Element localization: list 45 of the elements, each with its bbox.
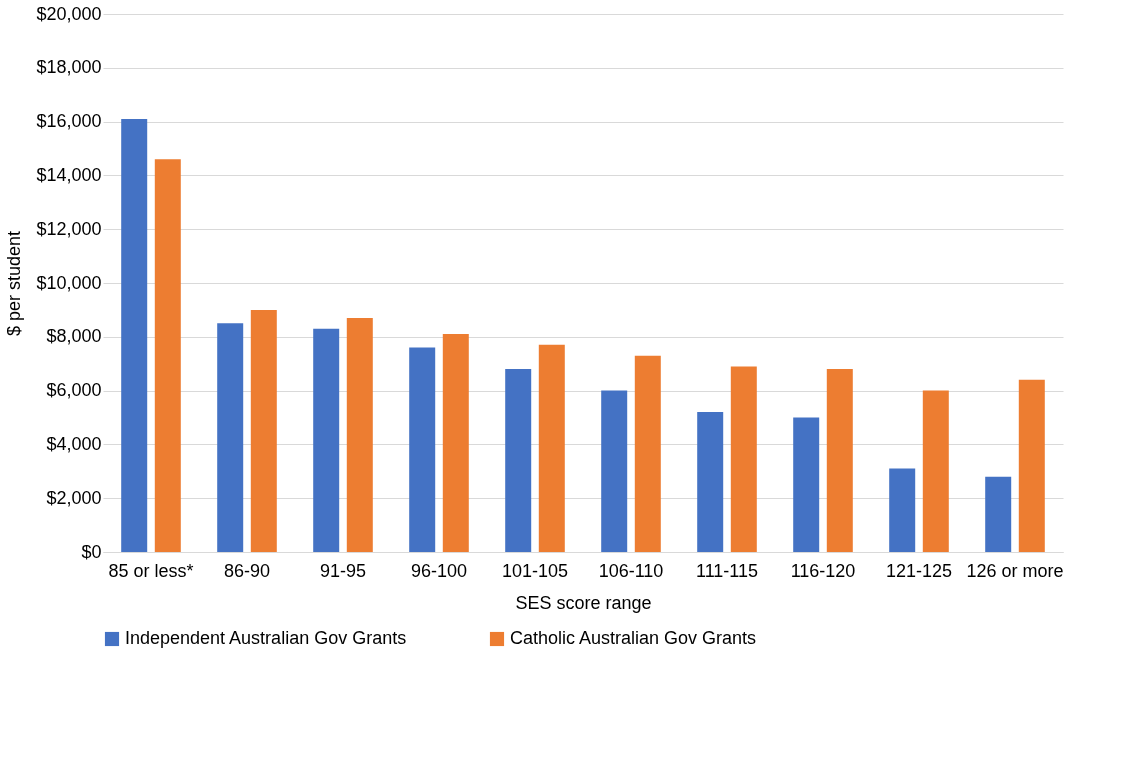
legend-label: Independent Australian Gov Grants	[125, 628, 407, 648]
x-tick-label: 86-90	[223, 560, 271, 581]
y-axis-title: $ per student	[4, 230, 25, 337]
bar	[121, 118, 148, 552]
y-tick-label: $4,000	[46, 433, 102, 454]
bar	[634, 355, 661, 552]
bar	[442, 334, 469, 552]
bar	[505, 369, 532, 552]
bar	[313, 328, 340, 552]
y-tick-label: $14,000	[36, 164, 102, 185]
x-tick-label: 85 or less*	[108, 560, 194, 581]
y-tick-label: $16,000	[36, 111, 102, 132]
bar	[793, 417, 820, 552]
bar	[826, 369, 853, 552]
legend-label: Catholic Australian Gov Grants	[510, 628, 757, 648]
y-tick-label: $0	[81, 541, 102, 562]
bar	[922, 390, 949, 552]
bar	[697, 412, 724, 552]
y-tick-label: $12,000	[36, 218, 102, 239]
y-tick-label: $2,000	[46, 487, 102, 508]
bar	[217, 323, 244, 552]
x-tick-label: 106-110	[598, 560, 664, 581]
bar	[601, 390, 628, 552]
x-tick-label: 101-105	[501, 560, 569, 581]
y-tick-label: $18,000	[36, 57, 102, 78]
y-tick-label: $10,000	[36, 272, 102, 293]
x-tick-label: 91-95	[319, 560, 367, 581]
bar	[154, 159, 181, 552]
bar	[889, 468, 916, 552]
x-tick-label: 116-120	[790, 560, 856, 581]
y-tick-label: $20,000	[36, 3, 102, 24]
bar	[250, 309, 277, 552]
bar	[409, 347, 436, 552]
y-tick-label: $6,000	[46, 380, 102, 401]
bar	[346, 317, 373, 552]
bar	[538, 344, 565, 552]
x-axis-title: SES score range	[515, 592, 652, 613]
x-tick-label: 96-100	[410, 560, 468, 581]
y-tick-label: $8,000	[46, 326, 102, 347]
bar	[985, 476, 1012, 552]
bar	[730, 366, 757, 552]
x-tick-label: 126 or more	[966, 560, 1064, 581]
x-tick-label: 121-125	[885, 560, 953, 581]
x-tick-label: 111-115	[695, 560, 759, 581]
bar	[1018, 379, 1045, 552]
